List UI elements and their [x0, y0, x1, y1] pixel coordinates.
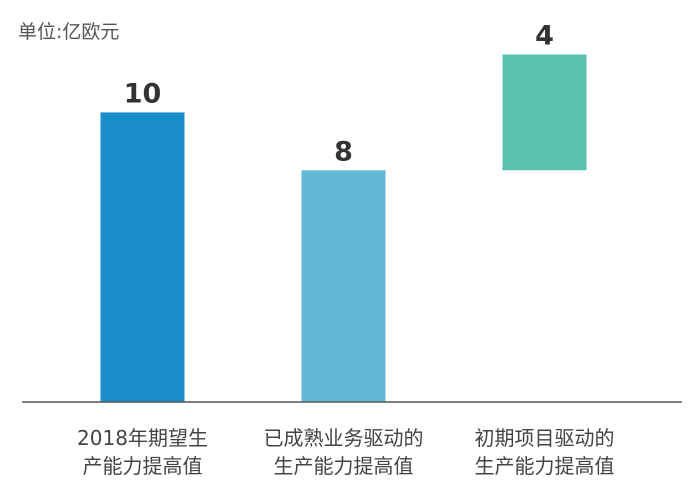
- category-label-3-line-2: 生产能力提高值: [475, 454, 615, 478]
- category-label-2-line-2: 生产能力提高值: [274, 454, 414, 478]
- category-label-1-line-2: 产能力提高值: [83, 454, 203, 478]
- bar-value-label-1: 10: [124, 78, 162, 109]
- bar-1: [100, 112, 185, 403]
- labels-layer: 102018年期望生产能力提高值8已成熟业务驱动的生产能力提高值4初期项目驱动的…: [77, 21, 614, 479]
- bar-3: [502, 54, 587, 171]
- bar-value-label-2: 8: [334, 136, 353, 167]
- bar-value-label-3: 4: [535, 21, 554, 52]
- bars-layer: [100, 54, 587, 403]
- unit-label: 单位:亿欧元: [18, 21, 119, 43]
- bar-2: [301, 170, 386, 402]
- category-label-1-line-1: 2018年期望生: [77, 426, 208, 450]
- category-label-3-line-1: 初期项目驱动的: [475, 426, 615, 450]
- category-label-2-line-1: 已成熟业务驱动的: [264, 426, 424, 450]
